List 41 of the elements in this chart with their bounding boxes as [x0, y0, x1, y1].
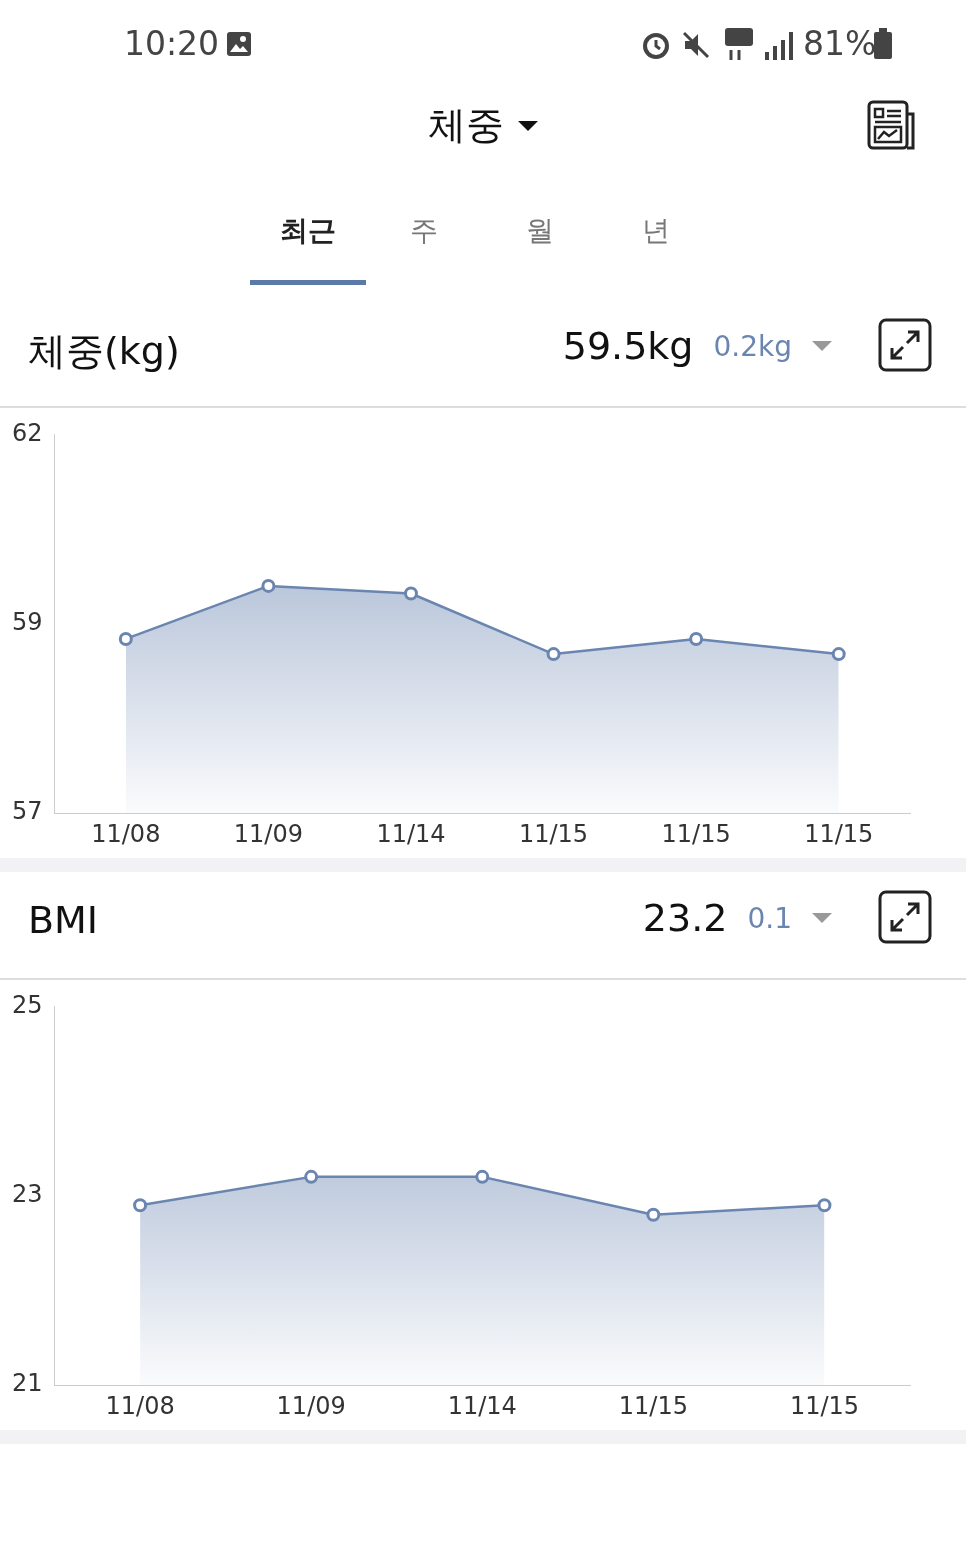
point [646, 1207, 661, 1222]
y-tick-label: 25 [11, 990, 43, 1019]
point [118, 631, 133, 646]
point [475, 1169, 490, 1184]
point [817, 1198, 832, 1213]
text: 최근 [279, 213, 337, 249]
x-tick-label: 11/14 [376, 819, 446, 848]
y-tick-label: 62 [11, 418, 43, 447]
y-tick-label: 57 [11, 797, 43, 826]
text: 10:20 [124, 24, 220, 63]
point [261, 578, 276, 593]
chart-title: BMI [28, 898, 99, 942]
x-tick-label: 11/15 [518, 819, 589, 848]
text: 0.1 [747, 901, 792, 935]
text: 23.2 [642, 896, 728, 940]
text: 주 [409, 213, 439, 249]
x-tick-label: 11/15 [804, 819, 874, 848]
text: 월 [525, 213, 555, 249]
point [689, 631, 704, 646]
point [546, 647, 561, 662]
text: 체중 [428, 102, 504, 149]
x-tick-label: 11/15 [661, 819, 731, 848]
x-tick-label: 11/14 [447, 1391, 517, 1420]
point [831, 647, 846, 662]
x-tick-label: 11/09 [276, 1391, 346, 1420]
text: 81% [803, 24, 877, 63]
x-tick-label: 11/09 [233, 819, 303, 848]
text: 59.5kg [562, 324, 694, 368]
text: 0.2kg [713, 329, 792, 363]
text: 년 [641, 213, 671, 249]
point [304, 1169, 319, 1184]
y-tick-label: 59 [11, 608, 43, 637]
point [133, 1198, 148, 1213]
x-tick-label: 11/15 [789, 1391, 860, 1420]
chart-title: 체중(kg) [28, 328, 180, 375]
y-tick-label: 21 [11, 1369, 43, 1398]
y-tick-label: 23 [11, 1180, 43, 1209]
x-tick-label: 11/08 [91, 819, 161, 848]
point [403, 586, 418, 601]
x-tick-label: 11/08 [105, 1391, 175, 1420]
x-tick-label: 11/15 [618, 1391, 688, 1420]
